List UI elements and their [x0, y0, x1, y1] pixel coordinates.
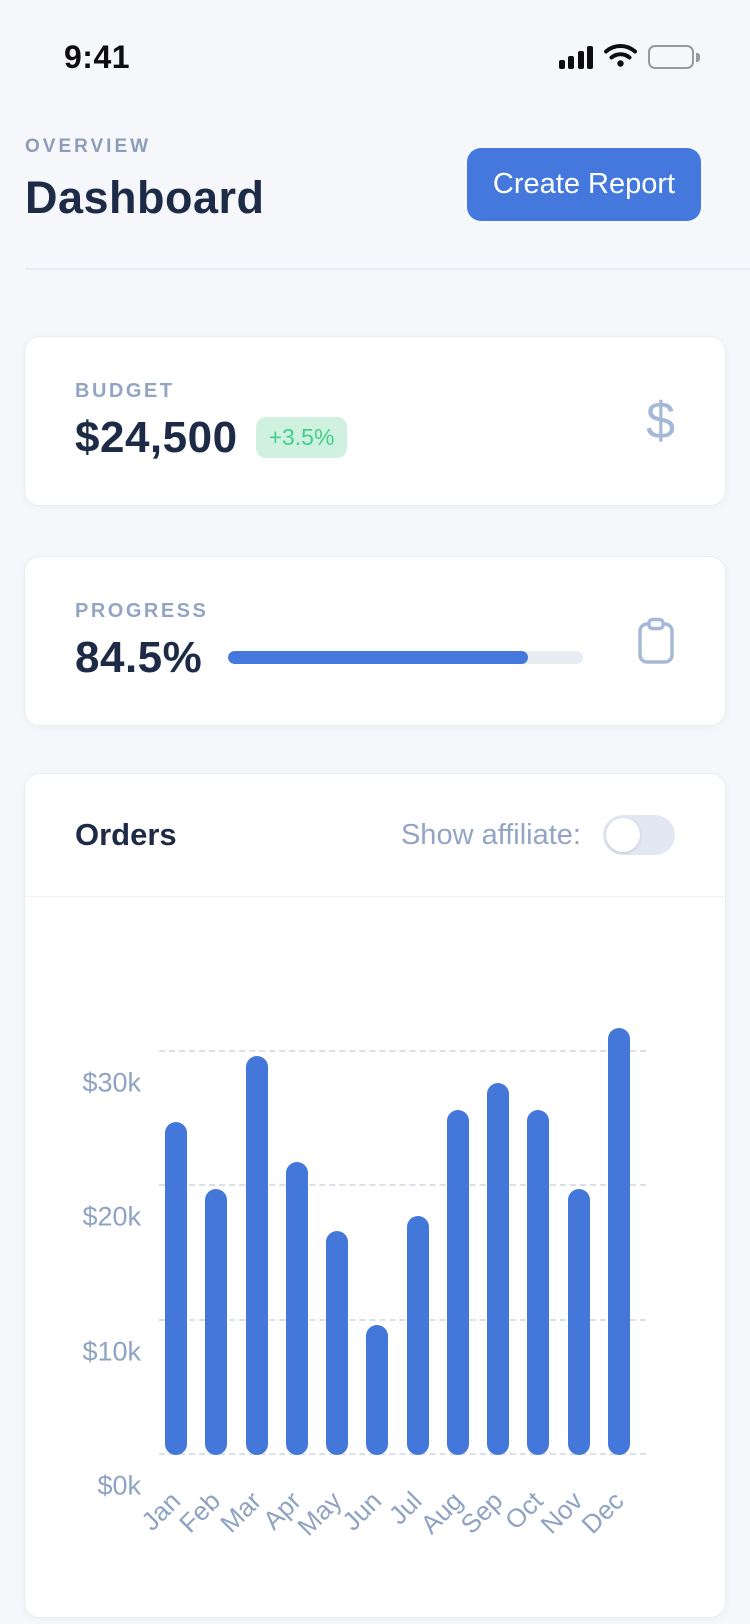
gridline-$20k: $20k — [82, 1184, 646, 1232]
breadcrumb: OVERVIEW — [25, 136, 152, 157]
battery-icon — [648, 45, 700, 69]
bar-Sep[interactable] — [487, 1083, 510, 1455]
orders-header: Orders Show affiliate: — [25, 774, 725, 896]
budget-value: $24,500 — [75, 412, 238, 462]
progress-card: PROGRESS 84.5% — [24, 556, 726, 726]
bar-Jul[interactable] — [406, 1215, 429, 1455]
budget-delta-badge: +3.5% — [255, 417, 348, 458]
bar-Oct[interactable] — [527, 1109, 550, 1455]
progress-bar-track — [228, 651, 583, 664]
bar-Mar[interactable] — [245, 1056, 268, 1455]
progress-stat: PROGRESS 84.5% — [75, 600, 583, 683]
y-axis-tick: $0k — [97, 1470, 141, 1501]
header-divider — [25, 268, 750, 270]
y-axis-tick: $30k — [82, 1067, 141, 1098]
gridline-$30k: $30k — [82, 1050, 646, 1098]
orders-divider — [25, 896, 725, 897]
progress-bar-fill — [228, 651, 529, 664]
orders-card: Orders Show affiliate: $0k $10k $20k $30k J… — [24, 773, 726, 1618]
gridline-$10k: $10k — [82, 1318, 646, 1366]
bar-Jan[interactable] — [165, 1121, 187, 1455]
gridline-$0k: $0k — [97, 1453, 646, 1501]
y-axis-tick: $10k — [82, 1336, 141, 1367]
bar-Apr[interactable] — [285, 1162, 308, 1455]
wifi-icon — [604, 43, 637, 72]
dollar-icon: $ — [646, 392, 675, 450]
bar-Feb[interactable] — [205, 1189, 228, 1455]
page-title: Dashboard — [25, 172, 265, 223]
toggle-knob — [606, 818, 640, 852]
budget-stat: BUDGET $24,500 +3.5% — [75, 379, 348, 463]
chart-plot: $0k $10k $20k $30k — [82, 985, 646, 1501]
budget-label: BUDGET — [75, 379, 175, 402]
x-axis-label-Dec: Dec — [575, 1485, 630, 1540]
bar-May[interactable] — [326, 1230, 349, 1455]
chart-bars — [165, 985, 630, 1455]
chart-xlabels: Jan Feb Mar Apr May Jun Jul Aug Sep Oct Nov Dec — [135, 1471, 630, 1553]
bar-Jun[interactable] — [366, 1324, 389, 1455]
status-icons — [558, 43, 700, 72]
y-axis-tick: $20k — [82, 1201, 141, 1232]
show-affiliate-toggle[interactable] — [603, 815, 675, 855]
cellular-signal-icon — [558, 45, 593, 69]
show-affiliate-label: Show affiliate: — [400, 818, 581, 851]
clipboard-icon — [637, 617, 675, 665]
bar-Dec[interactable] — [607, 1027, 630, 1455]
progress-value: 84.5% — [75, 632, 203, 682]
page-header: OVERVIEW Dashboard Create Report — [0, 136, 750, 224]
bar-Nov[interactable] — [567, 1189, 590, 1455]
header-titles: OVERVIEW Dashboard — [25, 136, 265, 224]
bar-Aug[interactable] — [446, 1109, 469, 1455]
create-report-button[interactable]: Create Report — [467, 148, 701, 221]
progress-label: PROGRESS — [75, 599, 209, 622]
clock: 9:41 — [64, 38, 131, 75]
status-bar: 9:41 — [0, 0, 750, 100]
budget-card: BUDGET $24,500 +3.5% $ — [24, 336, 726, 506]
orders-title: Orders — [75, 817, 177, 852]
